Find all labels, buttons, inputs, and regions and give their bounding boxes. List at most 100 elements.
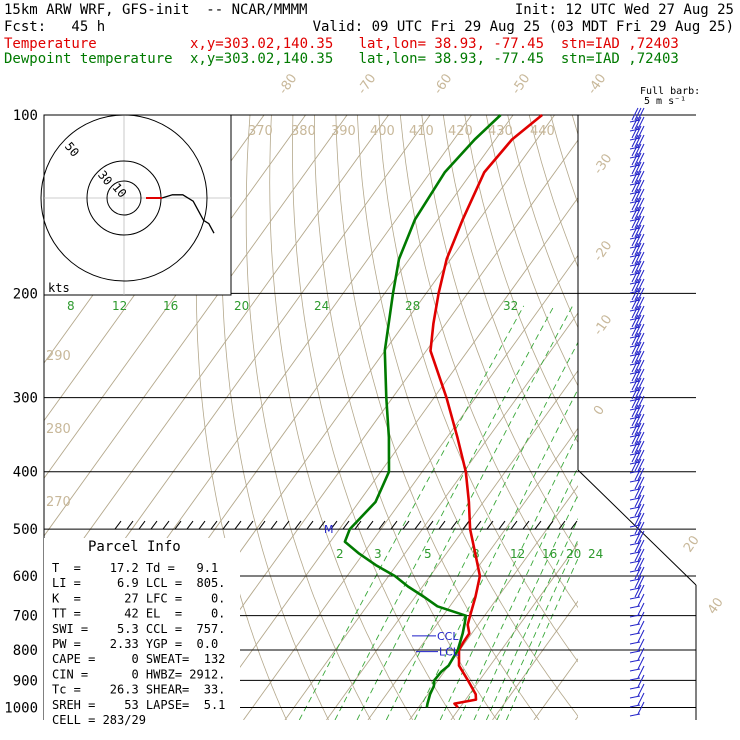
wind-barb-feather bbox=[637, 638, 645, 652]
wind-barb-feather bbox=[637, 692, 645, 706]
wind-barb-feather bbox=[631, 206, 639, 220]
wind-barb-feather bbox=[634, 269, 642, 283]
wind-barb-feather bbox=[634, 233, 642, 247]
wind-barb-feather bbox=[637, 629, 645, 643]
wind-barb-feather bbox=[637, 584, 645, 598]
wind-barb-feather bbox=[637, 602, 645, 616]
dewpoint-trace bbox=[343, 114, 502, 708]
temperature-legend-label: Temperature bbox=[4, 36, 97, 52]
wind-barb-feather bbox=[634, 188, 642, 202]
wind-barb-feather bbox=[631, 422, 639, 436]
wind-barb-feather bbox=[634, 215, 642, 229]
wind-barb-feather bbox=[634, 179, 642, 193]
wind-barb-feather bbox=[637, 278, 645, 292]
wind-barb-feather bbox=[634, 134, 642, 148]
wind-barb bbox=[629, 452, 641, 456]
wind-barb-feather bbox=[631, 431, 639, 445]
dewpoint-legend-label: Dewpoint temperature bbox=[4, 51, 173, 67]
wind-barb-feather bbox=[634, 386, 642, 400]
wind-barb-feather bbox=[637, 224, 645, 238]
wind-barb-feather bbox=[634, 521, 642, 535]
dry-adiabat-line bbox=[485, 115, 578, 387]
isotherm-line bbox=[44, 115, 348, 537]
temperature-trace bbox=[429, 113, 543, 709]
theta-label: 400 bbox=[370, 124, 395, 139]
hatch-mark bbox=[150, 520, 158, 530]
isotherm-label: -70 bbox=[355, 71, 379, 97]
dry-adiabat-line bbox=[507, 115, 578, 329]
parcel-info-row: K = 27 LFC = 0. bbox=[52, 591, 225, 605]
wind-barb-feather bbox=[634, 305, 642, 319]
wind-barb-feather bbox=[637, 296, 645, 310]
wind-barb-feather bbox=[637, 116, 645, 130]
wind-barb-feather bbox=[637, 539, 645, 553]
wind-barb bbox=[629, 254, 641, 258]
plot-right-border-slant bbox=[577, 469, 697, 586]
hatch-mark bbox=[330, 520, 338, 530]
hatch-mark bbox=[498, 520, 506, 530]
wind-barb bbox=[629, 371, 641, 375]
wind-barb bbox=[629, 353, 641, 357]
dry-adiabat-line bbox=[442, 115, 578, 499]
theta-label: 410 bbox=[409, 124, 434, 139]
wind-barb-feather bbox=[637, 485, 645, 499]
hatch-mark bbox=[462, 520, 470, 530]
wind-barb-feather bbox=[631, 395, 639, 409]
wind-barb-feather bbox=[631, 314, 639, 328]
wind-barb-feather bbox=[637, 575, 645, 589]
wind-barb-feather bbox=[637, 107, 645, 121]
isotherm-line bbox=[243, 254, 578, 720]
wind-barb-feather bbox=[634, 332, 642, 346]
pressure-tick-label: 300 bbox=[13, 391, 38, 407]
hatch-mark bbox=[522, 520, 530, 530]
mixing-ratio-label: 24 bbox=[588, 547, 603, 561]
wind-barb-feather bbox=[634, 170, 642, 184]
isotherm-line bbox=[44, 115, 389, 595]
hatch-marker: M bbox=[324, 523, 334, 536]
forecast-hour: Fcst: 45 h bbox=[4, 19, 106, 35]
wind-barb-feather bbox=[634, 431, 642, 445]
wind-barb bbox=[629, 605, 641, 609]
wind-barb-feather bbox=[637, 170, 645, 184]
wind-barb bbox=[629, 470, 641, 474]
hatch-mark bbox=[270, 520, 278, 530]
wind-barb-feather bbox=[634, 341, 642, 355]
wind-shear-hatch: M bbox=[114, 520, 578, 536]
wind-barb bbox=[629, 443, 641, 447]
wind-barb-feather bbox=[637, 593, 645, 607]
wind-barb bbox=[629, 587, 641, 591]
dry-adiabat-line bbox=[637, 115, 740, 720]
hatch-mark bbox=[438, 520, 446, 530]
wind-barb-feather bbox=[634, 107, 642, 121]
hatch-mark bbox=[474, 520, 482, 530]
hatch-mark bbox=[534, 520, 542, 530]
isotherm-line bbox=[575, 715, 578, 720]
isotherm-line bbox=[326, 369, 578, 720]
pressure-tick-label: 400 bbox=[13, 465, 38, 481]
wind-barb bbox=[629, 173, 641, 177]
dewpoint-location-info: x,y=303.02,140.35 lat,lon= 38.93, -77.45… bbox=[190, 51, 679, 67]
dry-adiabat-line bbox=[399, 115, 578, 609]
wind-barb bbox=[629, 533, 641, 537]
wind-barb bbox=[629, 245, 641, 249]
wind-barb-feather bbox=[637, 314, 645, 328]
hatch-mark bbox=[546, 520, 554, 530]
wind-barb-feather bbox=[631, 260, 639, 274]
wind-barb-feather bbox=[637, 557, 645, 571]
isotherm-line bbox=[44, 115, 306, 480]
wind-barb bbox=[629, 236, 641, 240]
hatch-mark bbox=[366, 520, 374, 530]
wind-barb-feather bbox=[637, 683, 645, 697]
wind-barb-feather bbox=[637, 269, 645, 283]
isotherm-label: -30 bbox=[591, 151, 615, 177]
wind-barb-feather bbox=[637, 179, 645, 193]
wind-barb bbox=[629, 713, 641, 717]
hatch-mark bbox=[414, 520, 422, 530]
wind-barb-feather bbox=[631, 107, 639, 121]
dry-adiabat-line bbox=[245, 115, 371, 720]
wind-barb bbox=[629, 632, 641, 636]
mixing-ratio-label: 8 bbox=[67, 299, 75, 313]
wind-barb bbox=[629, 164, 641, 168]
wind-barb bbox=[629, 191, 641, 195]
